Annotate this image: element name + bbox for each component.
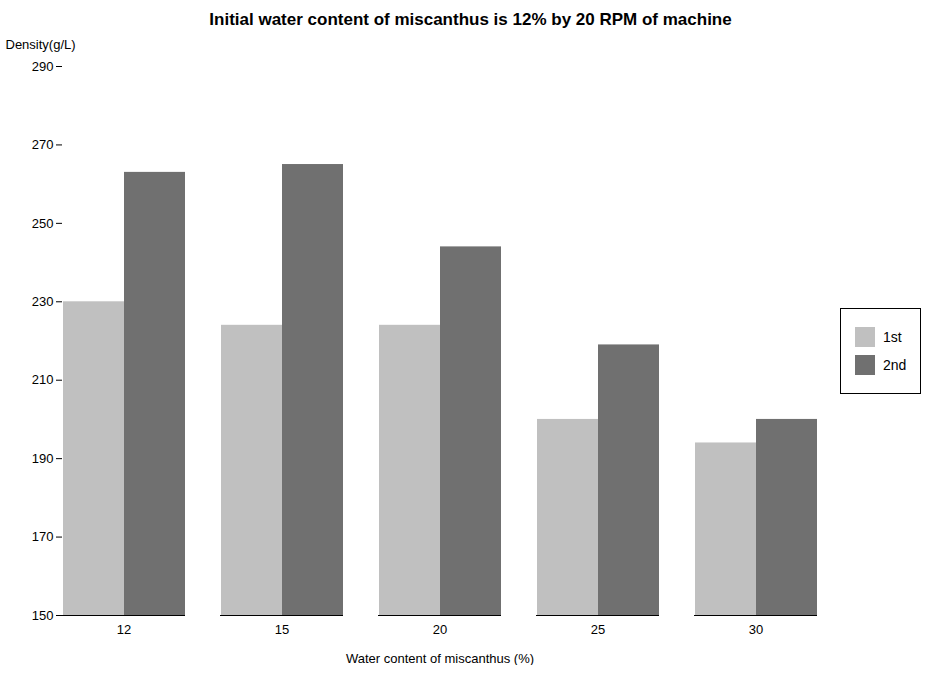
svg-text:30: 30: [749, 622, 763, 637]
svg-text:250: 250: [32, 216, 54, 231]
svg-text:190: 190: [32, 451, 54, 466]
svg-text:230: 230: [32, 294, 54, 309]
html-text:2nd: 2nd: [883, 356, 907, 373]
svg-text:20: 20: [433, 622, 447, 637]
html-text:1st: 1st: [883, 328, 902, 345]
svg-text:15: 15: [275, 622, 289, 637]
svg-text:12: 12: [117, 622, 131, 637]
svg-text:170: 170: [32, 529, 54, 544]
svg-text:Water content of miscanthus (%: Water content of miscanthus (%): [346, 651, 534, 666]
svg-text:Density(g/L): Density(g/L): [6, 37, 76, 52]
svg-text:210: 210: [32, 372, 54, 387]
html-text:Initial water content of misca: Initial water content of miscanthus is 1…: [209, 10, 732, 29]
svg-text:290: 290: [32, 59, 54, 74]
svg-text:270: 270: [32, 137, 54, 152]
svg-text:150: 150: [32, 608, 54, 623]
svg-text:25: 25: [591, 622, 605, 637]
